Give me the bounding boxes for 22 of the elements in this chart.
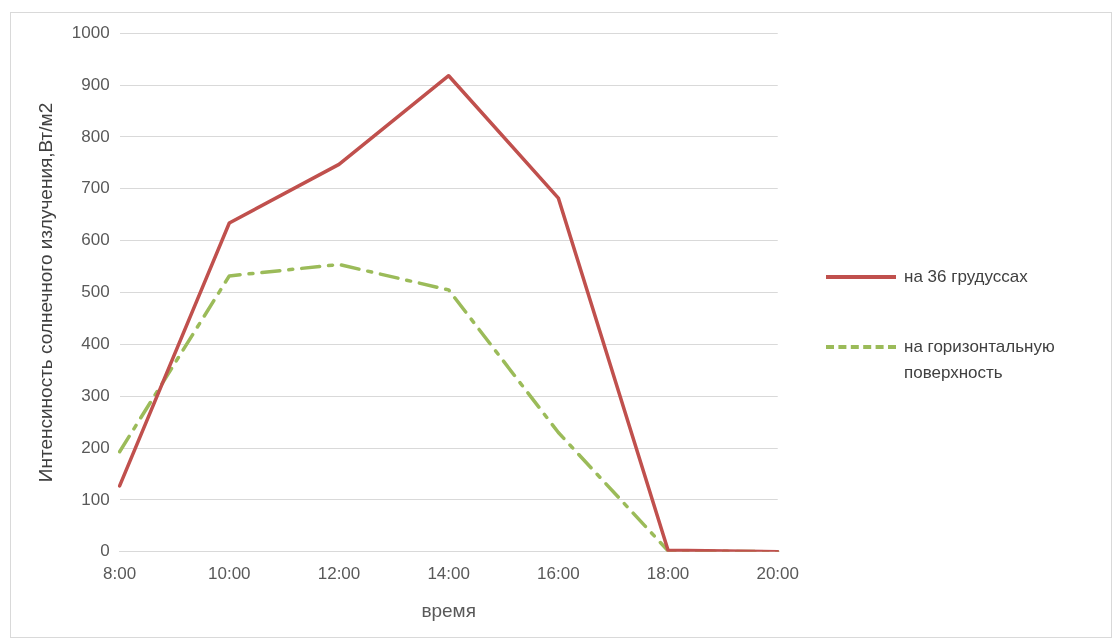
x-tick-label: 16:00: [537, 563, 580, 583]
x-tick-label: 10:00: [208, 563, 251, 583]
legend-label: на 36 грудуссах: [904, 266, 1028, 288]
y-tick-label: 200: [81, 437, 110, 457]
y-tick-label: 0: [100, 541, 110, 561]
y-tick-label: 300: [81, 385, 110, 405]
y-tick-label: 100: [81, 489, 110, 509]
x-tick-label: 14:00: [427, 563, 470, 583]
y-tick-label: 800: [81, 126, 110, 146]
y-tick-label: 700: [81, 178, 110, 198]
y-tick-label: 1000: [71, 22, 110, 42]
x-axis-title: время: [421, 599, 476, 621]
x-tick-label: 20:00: [756, 563, 799, 583]
y-axis-title: Интенсиность солнечного излучения,Вт/м2: [34, 102, 56, 483]
legend-label: на горизонтальную поверхность: [904, 336, 1056, 384]
x-tick-label: 18:00: [646, 563, 690, 583]
y-tick-label: 500: [81, 282, 110, 302]
y-tick-label: 600: [81, 230, 110, 250]
y-tick-label: 900: [81, 74, 110, 94]
x-tick-label: 12:00: [317, 563, 361, 583]
y-tick-label: 400: [81, 334, 110, 354]
x-tick-label: 8:00: [103, 563, 137, 583]
